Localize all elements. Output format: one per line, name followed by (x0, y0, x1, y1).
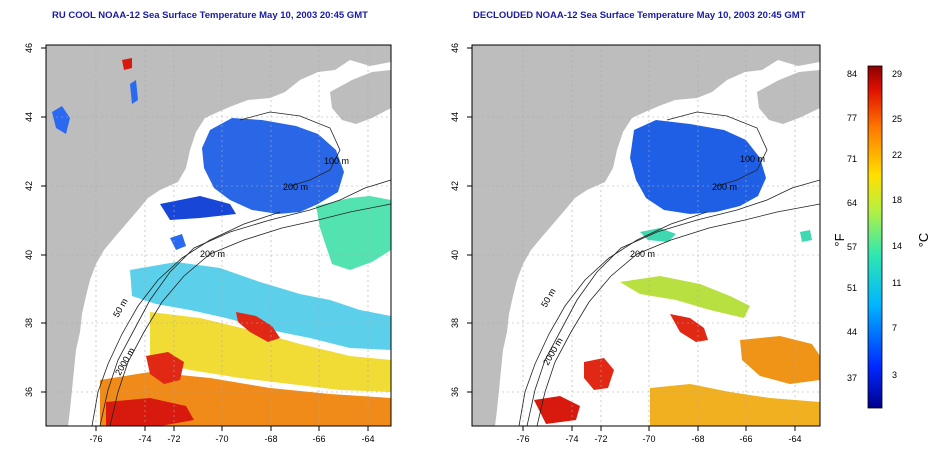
left-hot-core-2 (146, 352, 184, 384)
right-map: 100 m 200 m 200 m 50 m 2000 m -76 -74 -7… (450, 43, 821, 444)
right-contours (518, 111, 820, 426)
left-cold-water (202, 118, 344, 214)
colorbar-c-tick: 29 (892, 69, 902, 79)
left-map-title: RU COOL NOAA-12 Sea Surface Temperature … (52, 10, 368, 21)
right-x-axis: -76 -74 -72 -70 -68 -66 -64 (516, 426, 802, 444)
left-ytick: 44 (24, 112, 34, 122)
right-xtick: -64 (788, 434, 801, 444)
left-contour-label-100m: 100 m (324, 156, 349, 166)
right-hot-core-1 (670, 314, 708, 342)
left-contour-label-200m-a: 200 m (283, 182, 308, 192)
colorbar-celsius-label: °C (916, 233, 931, 248)
left-map-frame (45, 44, 392, 427)
right-y-axis: 36 38 40 42 44 46 (450, 43, 472, 397)
right-nova-scotia (757, 70, 820, 124)
colorbar-f-ticks: 84 77 71 64 57 51 44 37 (847, 69, 857, 383)
colorbar-f-tick: 37 (847, 373, 857, 383)
left-xtick: -66 (312, 434, 325, 444)
left-nova-scotia (330, 70, 391, 124)
colorbar-c-tick: 22 (892, 150, 902, 160)
left-x-axis: -76 -74 -72 -70 -68 -66 -64 (89, 426, 375, 444)
right-hot-south (534, 396, 580, 424)
left-hot-core-3 (106, 398, 194, 426)
left-map: 100 m 200 m 200 m 50 m 2000 m -76 -74 -7… (24, 43, 392, 444)
left-ytick: 38 (24, 318, 34, 328)
colorbar-c-ticks: 29 25 22 18 14 11 7 3 (892, 69, 902, 380)
left-slope-water-2 (130, 262, 391, 350)
left-ytick: 42 (24, 181, 34, 191)
right-warm-east (740, 336, 820, 384)
left-hot-core-1 (236, 312, 280, 342)
right-ytick: 38 (450, 318, 460, 328)
left-slope-water (316, 196, 391, 270)
right-xtick: -76 (516, 434, 529, 444)
colorbar-c-tick: 18 (892, 195, 902, 205)
colorbar-f-tick: 51 (847, 283, 857, 293)
right-ytick: 40 (450, 250, 460, 260)
left-xtick: -68 (264, 434, 277, 444)
left-xtick: -70 (215, 434, 228, 444)
left-contours (91, 111, 391, 426)
right-hot-core-2 (584, 358, 614, 390)
colorbar-c-tick: 25 (892, 114, 902, 124)
left-xtick: -72 (167, 434, 180, 444)
right-xtick: -72 (594, 434, 607, 444)
right-land (472, 45, 820, 426)
left-xtick: -76 (89, 434, 102, 444)
right-yellow-green (620, 276, 750, 318)
right-xtick: -74 (565, 434, 578, 444)
right-ytick: 46 (450, 43, 460, 53)
right-ytick: 42 (450, 181, 460, 191)
right-contour-label-200m-b: 200 m (630, 249, 655, 259)
right-slope-bits (640, 228, 812, 242)
right-warm-south (650, 384, 820, 426)
colorbar-f-tick: 71 (847, 154, 857, 164)
right-ytick: 44 (450, 112, 460, 122)
colorbar-c-tick: 11 (892, 278, 901, 288)
left-land (46, 45, 391, 426)
right-ytick: 36 (450, 387, 460, 397)
colorbar-f-tick: 64 (847, 198, 857, 208)
left-y-axis: 36 38 40 42 44 46 (24, 43, 46, 397)
left-ytick: 36 (24, 387, 34, 397)
colorbar-f-tick: 44 (847, 327, 857, 337)
left-warm-band (150, 312, 391, 392)
right-contour-label-100m: 100 m (740, 154, 765, 164)
left-cold-patch (160, 196, 236, 220)
right-xtick: -70 (642, 434, 655, 444)
colorbar-c-tick: 7 (892, 323, 897, 333)
right-map-title: DECLOUDED NOAA-12 Sea Surface Temperatur… (473, 10, 806, 21)
left-contour-label-200m-b: 200 m (200, 249, 225, 259)
left-ytick: 40 (24, 250, 34, 260)
colorbar-c-tick: 14 (892, 241, 902, 251)
left-hot-speck (122, 58, 132, 70)
right-xtick: -68 (691, 434, 704, 444)
colorbar-f-tick: 84 (847, 69, 857, 79)
colorbar: 84 77 71 64 57 51 44 37 29 25 22 18 14 1… (832, 65, 931, 409)
colorbar-fahrenheit-label: °F (832, 233, 847, 246)
right-xtick: -66 (739, 434, 752, 444)
left-ytick: 46 (24, 43, 34, 53)
colorbar-gradient (867, 65, 883, 409)
colorbar-c-tick: 3 (892, 370, 897, 380)
left-xtick: -74 (138, 434, 151, 444)
right-map-frame (471, 44, 821, 427)
colorbar-f-tick: 77 (847, 113, 857, 123)
left-xtick: -64 (361, 434, 374, 444)
colorbar-f-tick: 57 (847, 242, 857, 252)
right-contour-label-200m-a: 200 m (712, 182, 737, 192)
